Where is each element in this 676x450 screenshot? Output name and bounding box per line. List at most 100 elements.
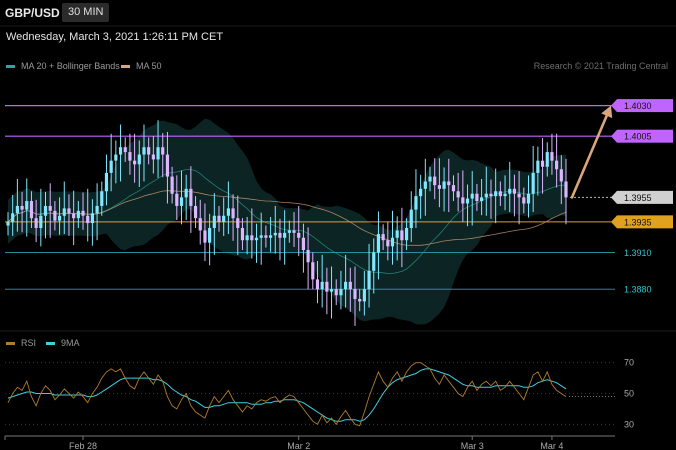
candle-body	[489, 193, 493, 197]
level-label: 1.3955	[624, 193, 652, 203]
candle-body	[184, 188, 188, 198]
candle-body	[367, 270, 371, 290]
research-credit: Research © 2021 Trading Central	[533, 61, 668, 71]
legend-ma20-bollinger[interactable]: MA 20 + Bollinger Bands	[6, 61, 120, 71]
candle-body	[540, 160, 545, 167]
candle-body	[306, 250, 310, 263]
candle-body	[212, 215, 216, 228]
candle-body	[156, 147, 160, 160]
rsi-ma-line	[7, 368, 567, 422]
candle-body	[137, 154, 141, 165]
candle-body	[451, 185, 456, 192]
candle-body	[231, 208, 235, 219]
candle-body	[259, 235, 263, 238]
candle-body	[57, 215, 62, 221]
candle-body	[447, 181, 451, 186]
candle-body	[53, 210, 57, 221]
candle-body	[381, 234, 385, 241]
candle-body	[531, 172, 535, 194]
candle-body	[240, 227, 245, 241]
candle-body	[283, 232, 287, 238]
candle-body	[555, 160, 559, 170]
x-tick-label: Mar 2	[287, 441, 310, 450]
candle-body	[494, 191, 498, 197]
candle-body	[348, 281, 352, 290]
legend-swatch	[121, 64, 130, 68]
candle-body	[161, 147, 165, 155]
candle-body	[193, 205, 198, 219]
candle-body	[512, 188, 517, 194]
timeframe-button[interactable]: 30 MIN	[62, 3, 110, 22]
level-label: 1.3935	[624, 217, 652, 227]
candle-body	[414, 196, 418, 210]
level-label: 1.3880	[624, 285, 652, 295]
projection-arrow-head	[601, 105, 613, 119]
candle-body	[315, 279, 320, 290]
candle-body	[475, 193, 479, 202]
legend-9ma[interactable]: 9MA	[46, 338, 80, 348]
candle-body	[273, 232, 277, 236]
candle-body	[287, 230, 291, 233]
candle-body	[564, 181, 568, 198]
candle-body	[376, 234, 381, 253]
rsi-line	[7, 362, 567, 427]
candle-body	[400, 230, 404, 241]
candle-body	[123, 147, 127, 153]
chart-datetime: Wednesday, March 3, 2021 1:26:11 PM CET	[6, 31, 224, 43]
candle-body	[311, 262, 315, 280]
candle-body	[301, 237, 306, 251]
candle-body	[297, 232, 301, 238]
candle-body	[15, 205, 19, 214]
candle-body	[109, 160, 113, 173]
legend-label: 9MA	[61, 338, 80, 348]
rsi-tick-label: 70	[624, 358, 634, 368]
candle-body	[90, 213, 95, 224]
candle-body	[517, 193, 521, 198]
candle-body	[461, 197, 465, 204]
candle-body	[254, 237, 259, 241]
projection-arrow-shaft	[570, 114, 608, 199]
level-label: 1.4030	[624, 101, 652, 111]
candle-body	[358, 298, 362, 302]
level-label-arrow	[611, 99, 617, 113]
candle-body	[292, 230, 296, 233]
candle-body	[484, 193, 488, 198]
candle-body	[147, 147, 151, 155]
candle-body	[43, 205, 48, 216]
candle-body	[76, 210, 80, 219]
candle-body	[437, 185, 441, 189]
level-label-box	[617, 215, 673, 229]
legend-ma50[interactable]: MA 50	[121, 61, 162, 71]
candle-body	[142, 147, 146, 155]
symbol-label: GBP/USD	[5, 6, 60, 20]
candle-body	[67, 208, 71, 214]
candle-body	[165, 154, 170, 177]
candle-body	[203, 230, 207, 243]
candle-body	[268, 235, 273, 238]
legend-label: RSI	[21, 338, 37, 348]
candle-body	[498, 191, 502, 197]
level-label: 1.3910	[624, 248, 652, 258]
legend-rsi[interactable]: RSI	[6, 338, 36, 348]
rsi-tick-label: 50	[624, 389, 634, 399]
candle-body	[128, 152, 132, 161]
candle-body	[62, 208, 66, 216]
candle-body	[325, 281, 329, 292]
candle-body	[39, 215, 43, 228]
candle-body	[372, 252, 376, 271]
candle-body	[118, 147, 123, 155]
ma50-line	[7, 190, 567, 246]
candle-body	[479, 197, 484, 202]
candle-body	[245, 235, 249, 241]
candle-body	[175, 193, 179, 206]
candle-body	[362, 289, 366, 302]
candle-body	[545, 152, 549, 167]
candle-body	[404, 227, 409, 241]
candle-body	[11, 213, 15, 222]
candle-body	[503, 193, 507, 197]
candle-body	[522, 197, 526, 204]
candle-body	[550, 152, 554, 161]
candle-body	[226, 208, 230, 216]
candle-body	[217, 215, 221, 222]
